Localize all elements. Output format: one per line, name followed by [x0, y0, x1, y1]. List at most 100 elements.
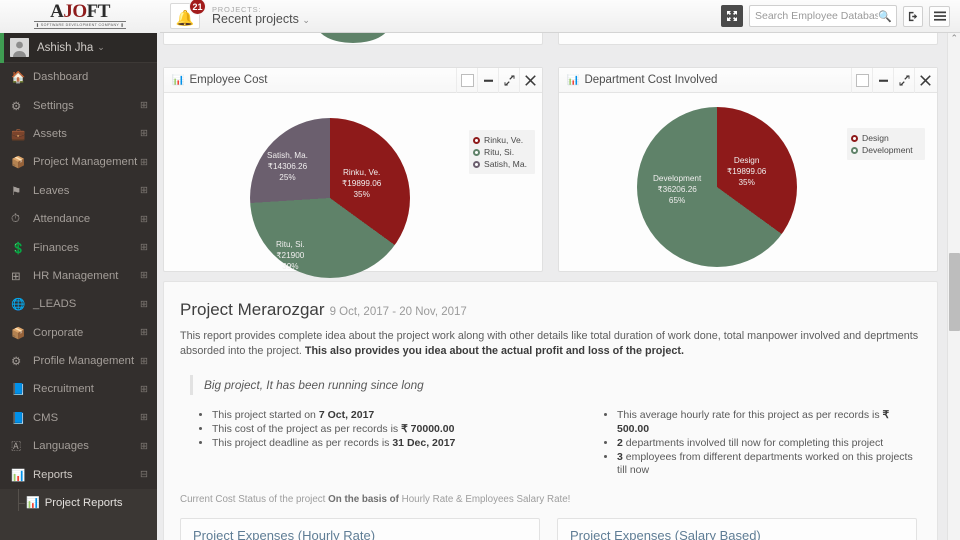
- pie-label-name: Satish, Ma.: [267, 151, 308, 160]
- sidebar-item-leads[interactable]: 🌐 _LEADS ⊞: [0, 290, 157, 318]
- search-box[interactable]: 🔍: [749, 5, 897, 27]
- sidebar-item-dashboard[interactable]: 🏠 Dashboard: [0, 63, 157, 91]
- department-cost-card-actions: [851, 67, 935, 93]
- close-button[interactable]: [914, 67, 935, 93]
- legend-item[interactable]: Design: [851, 132, 919, 144]
- page-scrollbar[interactable]: ⌃: [947, 33, 960, 540]
- expander-icon: ⊞: [140, 242, 148, 254]
- sidebar-item-recruitment[interactable]: 📘 Recruitment ⊞: [0, 375, 157, 403]
- minimize-button[interactable]: [872, 67, 893, 93]
- pie-label-satish: Satish, Ma. ₹14306.26 25%: [267, 150, 308, 183]
- pie-label-amount: ₹19899.06: [342, 179, 382, 188]
- sidebar-item-languages[interactable]: 🇦 Languages ⊞: [0, 432, 157, 460]
- scrollbar-thumb[interactable]: [949, 253, 960, 331]
- employee-cost-chart: Rinku, Ve. ₹19899.06 35% Ritu, Si. ₹2190…: [164, 93, 542, 278]
- sidebar-item-finances[interactable]: 💲 Finances ⊞: [0, 233, 157, 261]
- expand-button[interactable]: [893, 67, 914, 93]
- sidebar-item-hr-management[interactable]: ⊞ HR Management ⊞: [0, 262, 157, 290]
- fullscreen-button[interactable]: [721, 5, 743, 27]
- list-item: This project started on 7 Oct, 2017: [212, 409, 585, 423]
- sidebar-user[interactable]: Ashish Jha ⌄: [0, 33, 157, 63]
- logout-button[interactable]: [903, 5, 923, 27]
- book-icon: 📘: [11, 412, 26, 425]
- report-date-range: 9 Oct, 2017 - 20 Nov, 2017: [329, 306, 467, 318]
- projects-current-label: Recent projects: [212, 12, 299, 27]
- projects-current: Recent projects ⌄: [212, 13, 310, 26]
- employee-cost-card: 📊 Employee Cost: [163, 67, 543, 278]
- sidebar-item-reports[interactable]: 📊 Reports ⊟: [0, 460, 157, 488]
- notification-count-badge: 21: [189, 0, 206, 15]
- legend-label: Rinku, Ve.: [484, 135, 524, 145]
- brand-letters-ft: FT: [86, 1, 111, 22]
- expander-icon: ⊞: [140, 383, 148, 395]
- project-expenses-hourly-card: Project Expenses (Hourly Rate): [180, 518, 540, 540]
- legend-dot-icon: [851, 134, 858, 142]
- legend-item[interactable]: Satish, Ma.: [473, 158, 529, 170]
- collapse-icon: ⊟: [140, 469, 148, 481]
- pie-label-amount: ₹14306.26: [267, 162, 308, 171]
- minimize-button[interactable]: [477, 67, 498, 93]
- notifications-button[interactable]: 🔔 21: [170, 0, 206, 29]
- user-accent-bar: [0, 33, 4, 63]
- pie-label-percent: 25%: [279, 173, 296, 182]
- sidebar-item-label: Corporate: [33, 326, 84, 339]
- cost-status-emphasis: On the basis of: [328, 494, 399, 505]
- legend-item[interactable]: Rinku, Ve.: [473, 134, 529, 146]
- sidebar-item-profile-management[interactable]: ⚙ Profile Management ⊞: [0, 347, 157, 375]
- employee-cost-pie: [250, 118, 410, 278]
- pie-label-name: Development: [653, 174, 702, 183]
- sidebar-item-attendance[interactable]: ⏱ Attendance ⊞: [0, 205, 157, 233]
- department-cost-legend: Design Development: [847, 128, 925, 160]
- bar-chart-icon: 📊: [11, 469, 26, 482]
- color-swatch-button[interactable]: [851, 67, 872, 93]
- main-content: 📊 Employee Cost: [157, 33, 960, 540]
- gears-icon: ⚙: [11, 100, 22, 113]
- color-swatch-button[interactable]: [456, 67, 477, 93]
- pie-label-amount: ₹21900: [276, 251, 305, 260]
- expander-icon: ⊞: [140, 440, 148, 452]
- close-icon: [524, 74, 536, 86]
- sidebar-item-label: _LEADS: [33, 298, 77, 311]
- expander-icon: ⊞: [140, 298, 148, 310]
- close-button[interactable]: [519, 67, 540, 93]
- close-icon: [919, 74, 931, 86]
- department-cost-chart: Design ₹19899.06 35% Development ₹36206.…: [559, 93, 937, 272]
- report-facts-left-list: This project started on 7 Oct, 2017 This…: [212, 409, 585, 451]
- expander-icon: ⊞: [140, 185, 148, 197]
- previous-chart-card-left: [163, 33, 543, 45]
- brand-logo[interactable]: AJOFT ❚ SOFTWARE DEVELOPMENT COMPANY ❚: [0, 0, 160, 33]
- legend-dot-icon: [473, 136, 480, 144]
- pie-slice-remnant: [317, 33, 389, 43]
- legend-label: Ritu, Si.: [484, 147, 515, 157]
- legend-item[interactable]: Ritu, Si.: [473, 146, 529, 158]
- sidebar-item-project-management[interactable]: 📦 Project Management ⊞: [0, 148, 157, 176]
- projects-label: PROJECTS:: [212, 4, 262, 14]
- sidebar-item-label: Finances: [33, 241, 79, 254]
- sidebar-item-label: Reports: [33, 468, 73, 481]
- sidebar-item-assets[interactable]: 💼 Assets ⊞: [0, 120, 157, 148]
- menu-button[interactable]: [929, 5, 950, 27]
- employee-cost-title: Employee Cost: [189, 74, 268, 86]
- sidebar-item-project-reports[interactable]: 📊 Project Reports: [0, 489, 157, 517]
- gear-icon: ⚙: [11, 356, 22, 369]
- cube-icon: 📦: [11, 157, 26, 170]
- sidebar-item-corporate[interactable]: 📦 Corporate ⊞: [0, 319, 157, 347]
- sidebar-submenu-reports: 📊 Project Reports: [0, 488, 157, 517]
- sidebar-item-settings[interactable]: ⚙ Settings ⊞: [0, 91, 157, 119]
- legend-item[interactable]: Development: [851, 144, 919, 156]
- sidebar-item-label: Project Management: [33, 156, 138, 169]
- book-icon: 📘: [11, 384, 26, 397]
- fact-value: ₹ 500.00: [617, 409, 890, 435]
- projects-selector[interactable]: PROJECTS: Recent projects ⌄: [212, 4, 310, 27]
- list-item: 3 employees from different departments w…: [617, 451, 921, 478]
- scroll-up-arrow-icon[interactable]: ⌃: [950, 33, 958, 43]
- sidebar-item-leaves[interactable]: ⚑ Leaves ⊞: [0, 177, 157, 205]
- submenu-spacer: [0, 516, 157, 540]
- search-icon[interactable]: 🔍: [878, 10, 892, 23]
- money-icon: 💲: [11, 242, 26, 255]
- sidebar-item-cms[interactable]: 📘 CMS ⊞: [0, 404, 157, 432]
- expand-button[interactable]: [498, 67, 519, 93]
- expander-icon: ⊞: [140, 128, 148, 140]
- search-input[interactable]: [750, 6, 896, 26]
